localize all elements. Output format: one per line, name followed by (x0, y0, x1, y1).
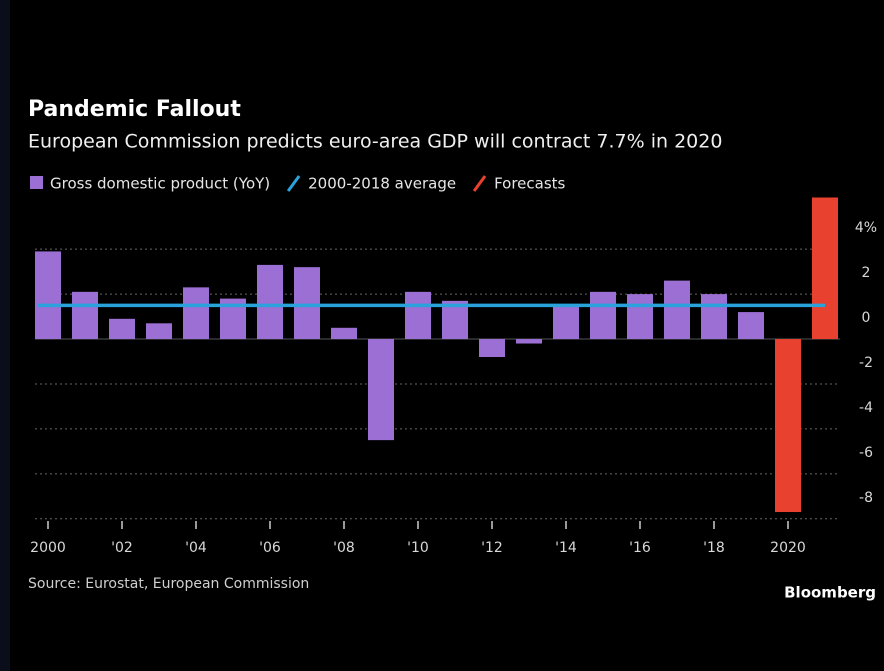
bar (701, 294, 727, 340)
x-tick-label: '02 (111, 540, 133, 556)
legend-label: Gross domestic product (YoY) (50, 175, 270, 193)
x-tick-label: '04 (185, 540, 207, 556)
source: Source: Eurostat, European Commission (28, 576, 309, 592)
x-tick-label: 2020 (770, 540, 806, 556)
chart-title: Pandemic Fallout (28, 97, 241, 122)
x-tick-label: '14 (555, 540, 577, 556)
y-tick-label: -2 (859, 355, 873, 371)
bar (664, 280, 690, 340)
y-tick-label: -4 (859, 400, 873, 416)
x-tick-label: '18 (703, 540, 725, 556)
legend-swatch (286, 175, 301, 192)
bar (257, 264, 283, 340)
bar (35, 251, 61, 340)
bar (627, 294, 653, 340)
x-tick-label: '08 (333, 540, 355, 556)
bar (146, 323, 172, 340)
y-tick-label: 2 (862, 265, 871, 281)
bar (442, 300, 468, 340)
y-tick-label: 4% (855, 220, 877, 236)
legend: Gross domestic product (YoY) 2000-2018 av… (30, 175, 566, 193)
bar (775, 339, 801, 513)
bar (812, 197, 838, 340)
legend-swatch (30, 176, 43, 189)
x-tick-label: '16 (629, 540, 651, 556)
bar (72, 291, 98, 340)
legend-swatch (472, 175, 487, 192)
x-tick-label: '10 (407, 540, 429, 556)
bar (590, 291, 616, 340)
x-tick-label: '06 (259, 540, 281, 556)
x-tick-label: 2000 (30, 540, 66, 556)
bar (738, 312, 764, 340)
bar (516, 339, 542, 344)
bar (553, 305, 579, 340)
chart-subtitle: European Commission predicts euro-area G… (28, 131, 722, 153)
bar (405, 291, 431, 340)
legend-label: Forecasts (494, 175, 565, 193)
credit: Bloomberg (784, 584, 876, 602)
bar (294, 267, 320, 340)
bar (331, 327, 357, 340)
bar (183, 287, 209, 340)
bar (479, 339, 505, 358)
y-tick-label: 0 (862, 310, 871, 326)
y-tick-label: -8 (859, 490, 873, 506)
edge (0, 0, 10, 671)
bar (109, 318, 135, 340)
legend-label: 2000-2018 average (308, 175, 456, 193)
x-tick-label: '12 (481, 540, 503, 556)
bar (368, 339, 394, 441)
y-tick-label: -6 (859, 445, 873, 461)
